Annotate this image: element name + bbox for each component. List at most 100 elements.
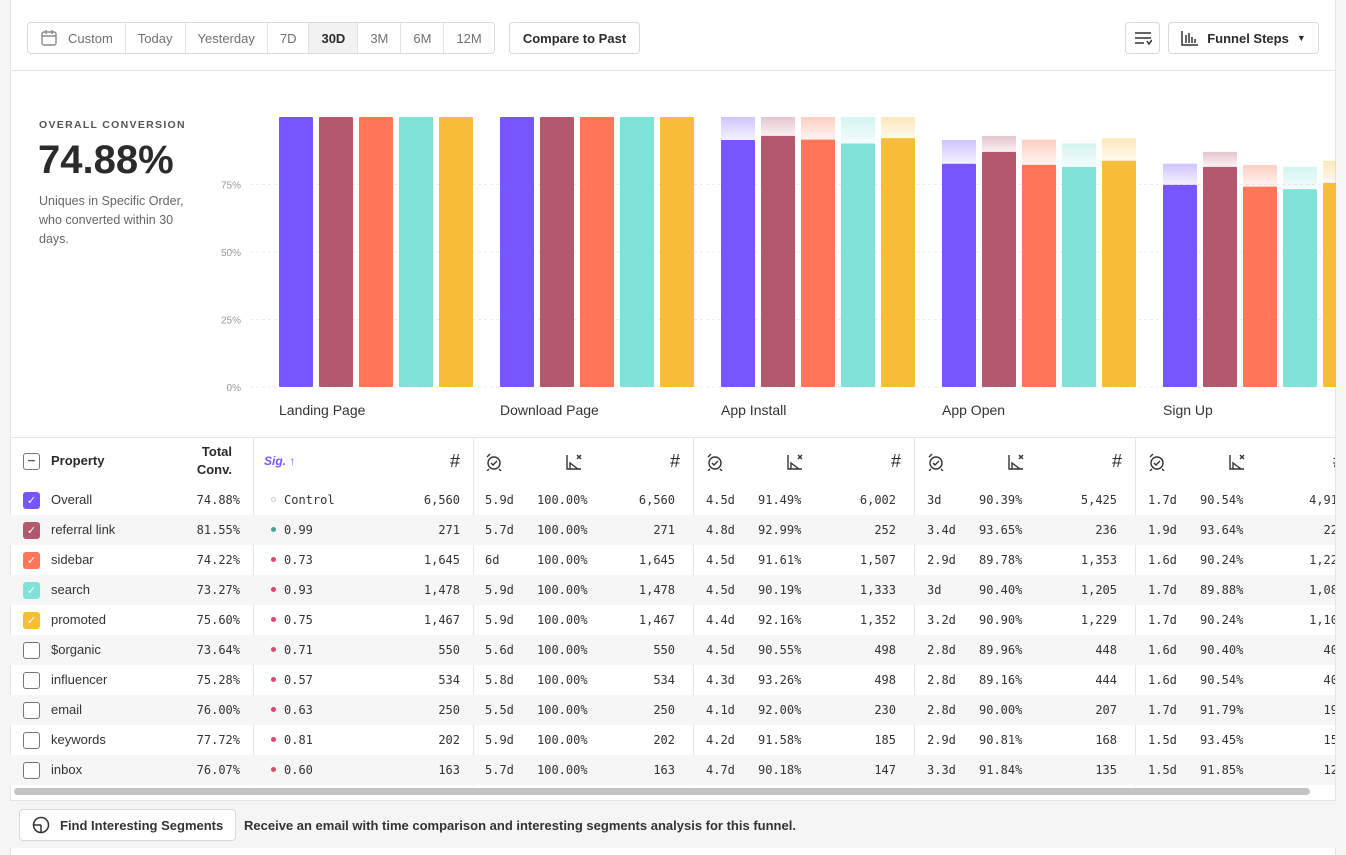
dropoff-bar [1062, 143, 1096, 167]
time-cell: 1.5d [1148, 733, 1177, 747]
conversion-rate-cell: 90.40% [1200, 643, 1244, 657]
bar-search[interactable] [841, 143, 875, 387]
count-header[interactable]: # [1303, 446, 1335, 476]
bar-referral-link[interactable] [761, 135, 795, 387]
table-row[interactable]: ✓ promoted 75.60% 0.75 1,467 5.9d 100.00% 1,467… [10, 605, 1335, 635]
bar-promoted[interactable] [660, 117, 694, 387]
table-row[interactable]: ✓ referral link 81.55% 0.99 271 5.7d 100.00% 27… [10, 515, 1335, 545]
row-checkbox[interactable]: ✓ [23, 552, 40, 569]
count-header[interactable]: # [1111, 451, 1122, 471]
property-header[interactable]: Property [51, 453, 105, 468]
conversion-rate-cell: 90.19% [758, 583, 802, 597]
significance-cell: 0.99 [271, 515, 313, 545]
find-interesting-segments-button[interactable]: Find Interesting Segments [19, 809, 237, 841]
row-checkbox[interactable] [23, 672, 40, 689]
chevron-down-icon: ▼ [1296, 33, 1306, 43]
bar-search[interactable] [399, 117, 433, 387]
row-checkbox[interactable] [23, 732, 40, 749]
time-cell: 5.8d [485, 673, 514, 687]
count-header[interactable]: # [449, 451, 460, 471]
date-range-custom[interactable]: Custom [28, 23, 126, 53]
alarm-check-icon[interactable] [485, 453, 503, 471]
bar-sidebar[interactable] [580, 117, 614, 387]
bar-sidebar[interactable] [801, 139, 835, 387]
table-row[interactable]: influencer 75.28% 0.57 534 5.8d 100.00% 534 4.3… [10, 665, 1335, 695]
alarm-check-icon[interactable] [927, 453, 945, 471]
divider [10, 437, 1336, 438]
count-header[interactable]: # [890, 451, 901, 471]
row-checkbox[interactable]: ✓ [23, 612, 40, 629]
date-range-7d[interactable]: 7D [267, 23, 310, 53]
funnel-steps-dropdown[interactable]: Funnel Steps ▼ [1168, 22, 1319, 54]
bar-referral-link[interactable] [540, 117, 574, 387]
bar-overall[interactable] [279, 117, 313, 387]
total-conv-header[interactable]: Total Conv. [196, 444, 232, 477]
bar-referral-link[interactable] [319, 117, 353, 387]
row-checkbox[interactable]: ✓ [23, 522, 40, 539]
date-range-6m[interactable]: 6M [401, 23, 445, 53]
row-checkbox[interactable] [23, 642, 40, 659]
bar-overall[interactable] [500, 117, 534, 387]
table-row[interactable]: ✓ Overall 74.88% Control 6,560 5.9d 100.00% 6,5… [10, 485, 1335, 515]
date-range-12m[interactable]: 12M [444, 23, 494, 53]
step-conversion-icon[interactable] [1007, 453, 1025, 471]
date-range-yesterday[interactable]: Yesterday [185, 23, 268, 53]
step-label: App Open [942, 402, 1005, 418]
date-range-label: 7D [279, 30, 297, 46]
table-row[interactable]: inbox 76.07% 0.60 163 5.7d 100.00% 163 4.7d 90.1… [10, 755, 1335, 785]
count-header[interactable]: # [669, 451, 680, 471]
display-options-button[interactable] [1125, 22, 1160, 54]
alarm-check-icon[interactable] [706, 453, 724, 471]
count-cell: 135 [1095, 763, 1117, 777]
bar-promoted[interactable] [439, 117, 473, 387]
significance-cell: 0.81 [271, 725, 313, 755]
bar-sidebar[interactable] [359, 117, 393, 387]
date-range-today[interactable]: Today [125, 23, 186, 53]
bar-search[interactable] [620, 117, 654, 387]
row-checkbox[interactable]: ✓ [23, 492, 40, 509]
bar-overall[interactable] [942, 163, 976, 387]
step-conversion-icon[interactable] [1228, 453, 1246, 471]
property-name: inbox [51, 762, 83, 777]
dropoff-bar [761, 117, 795, 136]
bar-sidebar[interactable] [1022, 164, 1056, 387]
column-divider [1135, 438, 1136, 786]
total-conversion: 73.27% [196, 583, 240, 597]
bar-search[interactable] [1062, 166, 1096, 387]
count-cell: 271 [438, 523, 460, 537]
conversion-rate-cell: 100.00% [537, 643, 588, 657]
table-row[interactable]: email 76.00% 0.63 250 5.5d 100.00% 250 4.1d 92.0… [10, 695, 1335, 725]
bar-promoted[interactable] [1323, 182, 1336, 387]
conversion-rate-cell: 100.00% [537, 583, 588, 597]
significance-header[interactable]: Sig. ↑ [264, 454, 296, 468]
table-row[interactable]: ✓ search 73.27% 0.93 1,478 5.9d 100.00% 1,478 4.… [10, 575, 1335, 605]
find-segments-label: Find Interesting Segments [60, 817, 224, 833]
step-conversion-icon[interactable] [786, 453, 804, 471]
compare-to-past-button[interactable]: Compare to Past [509, 22, 640, 54]
bar-referral-link[interactable] [1203, 166, 1237, 387]
step-conversion-icon[interactable] [565, 453, 583, 471]
table-row[interactable]: ✓ sidebar 74.22% 0.73 1,645 6d 100.00% 1,645 4.5… [10, 545, 1335, 575]
date-range-3m[interactable]: 3M [358, 23, 402, 53]
count-cell: 1,645 [638, 553, 675, 567]
bar-search[interactable] [1283, 189, 1317, 387]
row-checkbox[interactable] [23, 762, 40, 779]
bar-promoted[interactable] [881, 138, 915, 387]
row-checkbox[interactable] [23, 702, 40, 719]
bar-sidebar[interactable] [1243, 186, 1277, 387]
bar-referral-link[interactable] [982, 151, 1016, 387]
time-cell: 5.9d [485, 613, 514, 627]
bar-overall[interactable] [721, 139, 755, 387]
horizontal-scrollbar[interactable] [14, 788, 1310, 795]
alarm-check-icon[interactable] [1148, 453, 1166, 471]
bar-overall[interactable] [1163, 184, 1197, 387]
table-row[interactable]: $organic 73.64% 0.71 550 5.6d 100.00% 550 4.5d 9… [10, 635, 1335, 665]
date-range-30d[interactable]: 30D [309, 23, 359, 53]
bar-promoted[interactable] [1102, 160, 1136, 387]
select-all-checkbox[interactable]: − [23, 453, 40, 470]
funnel-breakdown-table: −Property Total Conv. Sig. ↑ # # # # # ✓ Overall 7… [10, 438, 1335, 786]
significance-dot [271, 617, 276, 622]
count-cell: 1,08 [1309, 583, 1335, 597]
table-row[interactable]: keywords 77.72% 0.81 202 5.9d 100.00% 202 4.2d 9… [10, 725, 1335, 755]
row-checkbox[interactable]: ✓ [23, 582, 40, 599]
